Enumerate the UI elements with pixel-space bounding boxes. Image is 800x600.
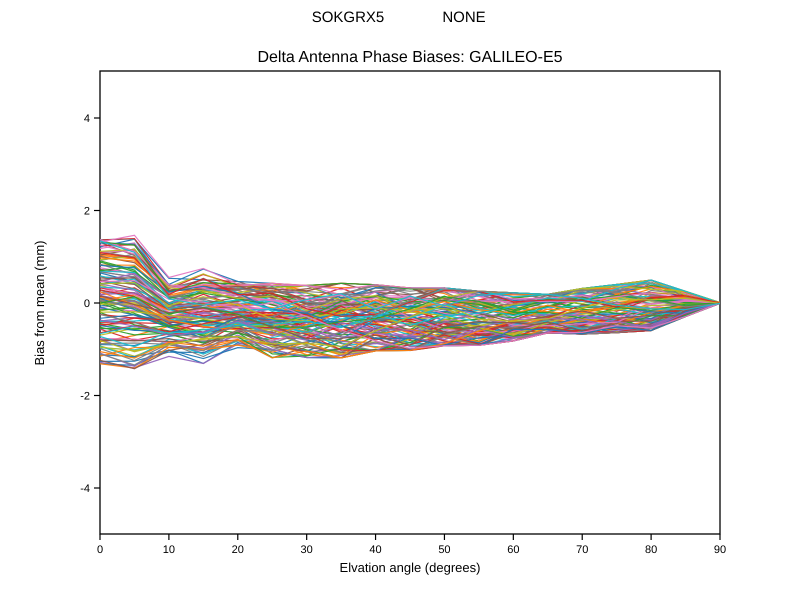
svg-text:Elvation angle (degrees): Elvation angle (degrees) <box>340 560 481 575</box>
svg-text:Delta Antenna Phase Biases: GA: Delta Antenna Phase Biases: GALILEO-E5 <box>257 49 562 66</box>
svg-text:70: 70 <box>576 544 588 556</box>
svg-text:20: 20 <box>232 544 244 556</box>
svg-text:80: 80 <box>645 544 657 556</box>
svg-text:4: 4 <box>84 113 90 125</box>
svg-text:SOKGRX5: SOKGRX5 <box>312 9 385 26</box>
svg-text:-4: -4 <box>80 483 90 495</box>
svg-text:0: 0 <box>97 544 103 556</box>
svg-text:90: 90 <box>714 544 726 556</box>
svg-text:10: 10 <box>163 544 175 556</box>
svg-text:40: 40 <box>369 544 381 556</box>
svg-text:NONE: NONE <box>442 9 485 26</box>
svg-text:Bias from mean (mm): Bias from mean (mm) <box>32 241 47 366</box>
svg-text:50: 50 <box>438 544 450 556</box>
svg-text:2: 2 <box>84 206 90 218</box>
svg-text:0: 0 <box>84 298 90 310</box>
svg-text:-2: -2 <box>80 391 90 403</box>
svg-text:30: 30 <box>301 544 313 556</box>
svg-text:60: 60 <box>507 544 519 556</box>
